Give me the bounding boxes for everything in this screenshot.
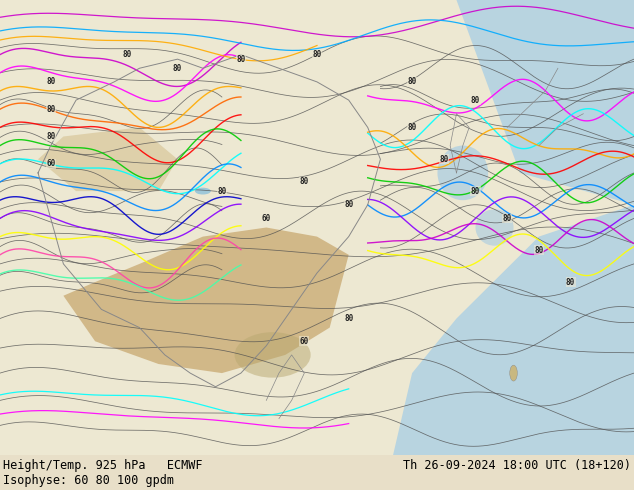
Text: 80: 80 [173, 64, 182, 73]
Text: Isophyse: 60 80 100 gpdm: Isophyse: 60 80 100 gpdm [3, 474, 174, 487]
Text: 80: 80 [313, 50, 321, 59]
Polygon shape [38, 127, 178, 191]
Text: 80: 80 [471, 187, 480, 196]
Ellipse shape [476, 209, 514, 245]
Text: 80: 80 [408, 77, 417, 86]
Text: 80: 80 [408, 123, 417, 132]
Text: 80: 80 [344, 314, 353, 323]
Text: 80: 80 [217, 187, 226, 196]
Polygon shape [393, 205, 634, 455]
Ellipse shape [235, 332, 311, 378]
Text: 80: 80 [46, 105, 55, 114]
Text: 80: 80 [300, 177, 309, 187]
Text: 60: 60 [300, 337, 309, 346]
Text: 60: 60 [262, 214, 271, 223]
Text: Th 26-09-2024 18:00 UTC (18+120): Th 26-09-2024 18:00 UTC (18+120) [403, 459, 631, 471]
Text: 80: 80 [534, 246, 543, 255]
Text: 80: 80 [236, 55, 245, 64]
Ellipse shape [510, 365, 517, 381]
Text: 80: 80 [46, 77, 55, 86]
Text: 80: 80 [439, 155, 448, 164]
Text: 80: 80 [46, 132, 55, 141]
Polygon shape [63, 227, 349, 373]
Text: 80: 80 [471, 96, 480, 104]
Text: 80: 80 [122, 50, 131, 59]
Text: 80: 80 [503, 214, 512, 223]
Ellipse shape [437, 146, 488, 200]
Ellipse shape [195, 188, 210, 195]
Text: 60: 60 [46, 159, 55, 168]
Text: Height/Temp. 925 hPa   ECMWF: Height/Temp. 925 hPa ECMWF [3, 459, 202, 471]
Text: 80: 80 [344, 200, 353, 209]
Polygon shape [456, 0, 634, 205]
Text: 80: 80 [566, 278, 575, 287]
